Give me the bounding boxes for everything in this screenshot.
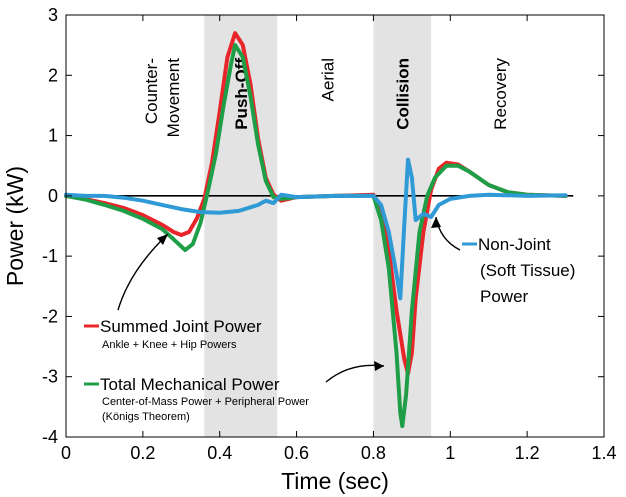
y-tick-label: -3 xyxy=(42,367,58,387)
total-arrowhead xyxy=(374,361,384,371)
series-line-2 xyxy=(64,43,568,429)
y-tick-label: 1 xyxy=(48,126,58,146)
series-lines xyxy=(64,31,574,429)
phase-labels: Counter- Movement Push-Off Aerial Collision R… xyxy=(142,58,510,138)
x-tick-label: 1 xyxy=(445,443,455,463)
x-tick-label: 0.6 xyxy=(284,443,309,463)
phase-label-3: Aerial xyxy=(318,58,337,101)
x-tick-label: 0 xyxy=(61,443,71,463)
total-legend-title: Total Mechanical Power xyxy=(100,375,280,394)
nonjoint-arrowhead xyxy=(431,217,441,228)
phase-label-line: Counter- xyxy=(142,58,161,124)
x-tick-label: 0.2 xyxy=(130,443,155,463)
summed-arrowhead xyxy=(157,234,168,245)
plot-frame xyxy=(65,14,605,438)
y-tick-label: -2 xyxy=(42,306,58,326)
phase-label-line: Movement xyxy=(164,58,183,138)
y-tick-label: 2 xyxy=(48,65,58,85)
phase-label-5: Recovery xyxy=(491,58,510,130)
y-tick-label: -1 xyxy=(42,246,58,266)
annotations: Summed Joint Power Ankle + Knee + Hip Po… xyxy=(84,216,575,423)
x-tick-label: 1.2 xyxy=(515,443,540,463)
x-tick-label: 1.4 xyxy=(591,443,616,463)
x-axis-label: Time (sec) xyxy=(281,468,389,494)
axes: 0 0.2 0.4 0.6 0.8 1 1.2 1.4 3 2 1 0 -1 -2 -3 -4 Time (se… xyxy=(2,5,617,494)
total-legend-sub2: (Königs Theorem) xyxy=(102,411,190,423)
nonjoint-legend-line1: Non-Joint xyxy=(478,235,551,254)
phase-label-line: Recovery xyxy=(491,58,510,130)
y-tick-label: 3 xyxy=(48,5,58,25)
y-tick-label: -4 xyxy=(42,427,58,447)
nonjoint-arrow xyxy=(435,216,461,251)
phase-label-line: Collision xyxy=(393,58,412,130)
total-legend-sub: Center-of-Mass Power + Peripheral Power xyxy=(102,396,309,408)
y-axis-label: Power (kW) xyxy=(2,166,28,286)
phase-label-1: Counter- Movement xyxy=(142,58,183,138)
phase-label-line: Aerial xyxy=(318,58,337,101)
summed-arrow xyxy=(117,233,169,311)
summed-legend-sub: Ankle + Knee + Hip Powers xyxy=(102,339,237,351)
nonjoint-legend-line3: Power xyxy=(480,287,529,306)
y-tick-label: 0 xyxy=(48,186,58,206)
x-tick-label: 0.4 xyxy=(207,443,232,463)
phase-label-4: Collision xyxy=(393,58,412,130)
x-tick-label: 0.8 xyxy=(361,443,386,463)
nonjoint-legend-line2: (Soft Tissue) xyxy=(480,261,575,280)
summed-legend-title: Summed Joint Power xyxy=(100,317,262,336)
shaded-region-1 xyxy=(204,15,278,437)
series-line-3 xyxy=(64,157,568,301)
